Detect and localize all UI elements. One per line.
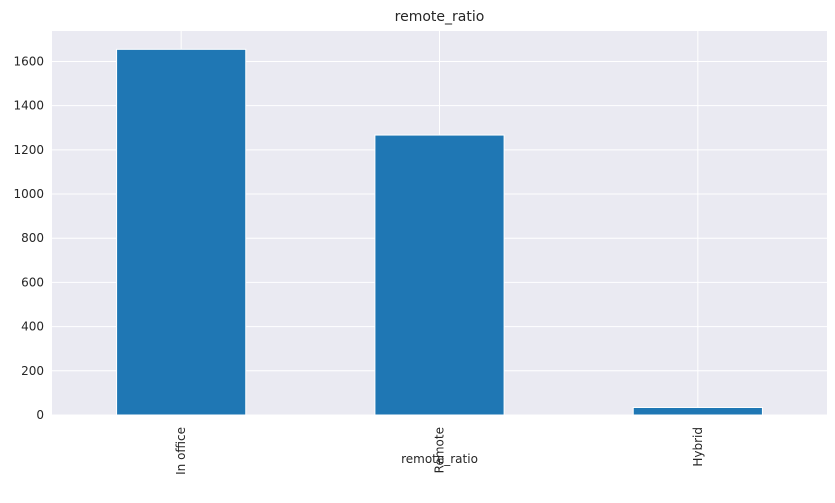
x-axis-label: remote_ratio bbox=[401, 452, 478, 466]
y-tick-label: 1600 bbox=[13, 54, 44, 68]
y-tick-label: 1400 bbox=[13, 99, 44, 113]
bar-in-office bbox=[116, 48, 247, 416]
y-tick-label: 1200 bbox=[13, 143, 44, 157]
y-tick-label: 200 bbox=[21, 364, 44, 378]
chart-title: remote_ratio bbox=[395, 9, 485, 25]
x-axis-ticks: In office Remote Hybrid bbox=[174, 427, 705, 475]
bars bbox=[116, 48, 763, 416]
bar-hybrid bbox=[632, 406, 763, 416]
x-tick-label: Hybrid bbox=[691, 427, 705, 467]
bar-remote bbox=[374, 134, 505, 416]
y-tick-label: 600 bbox=[21, 275, 44, 289]
y-tick-label: 0 bbox=[36, 408, 44, 422]
y-tick-label: 800 bbox=[21, 231, 44, 245]
x-tick-label: In office bbox=[174, 427, 188, 475]
x-tick-label: Remote bbox=[433, 427, 447, 473]
y-axis-ticks: 0 200 400 600 800 1000 1200 1400 1600 bbox=[13, 54, 44, 422]
y-tick-label: 400 bbox=[21, 320, 44, 334]
y-tick-label: 1000 bbox=[13, 187, 44, 201]
